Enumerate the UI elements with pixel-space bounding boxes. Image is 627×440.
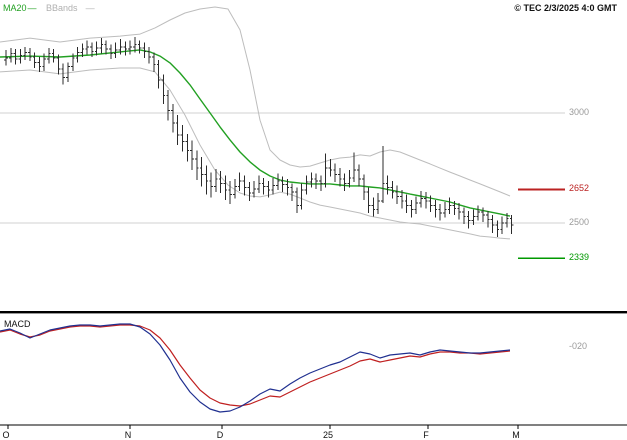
svg-text:O: O <box>2 430 9 440</box>
price-axis-label-3000: 3000 <box>569 107 590 117</box>
svg-text:D: D <box>217 430 224 440</box>
ma20-line-swatch: — <box>27 3 37 13</box>
copyright-timestamp: © TEC 2/3/2025 4:0 GMT <box>514 3 617 13</box>
bbands-line-swatch: — <box>85 3 95 13</box>
svg-text:F: F <box>423 430 429 440</box>
svg-text:M: M <box>512 430 520 440</box>
resistance-level-label: 2652 <box>569 183 590 193</box>
indicator-legend: MA20— BBands — <box>3 3 95 13</box>
svg-text:N: N <box>125 430 132 440</box>
support-level-label: 2339 <box>569 252 590 262</box>
ma20-legend-label: MA20 <box>3 3 27 13</box>
macd-axis-label: -020 <box>569 341 588 351</box>
price-axis-label-2500: 2500 <box>569 217 590 227</box>
bbands-legend-label: BBands <box>46 3 78 13</box>
macd-panel-label: MACD <box>4 319 31 329</box>
svg-text:25: 25 <box>323 430 333 440</box>
